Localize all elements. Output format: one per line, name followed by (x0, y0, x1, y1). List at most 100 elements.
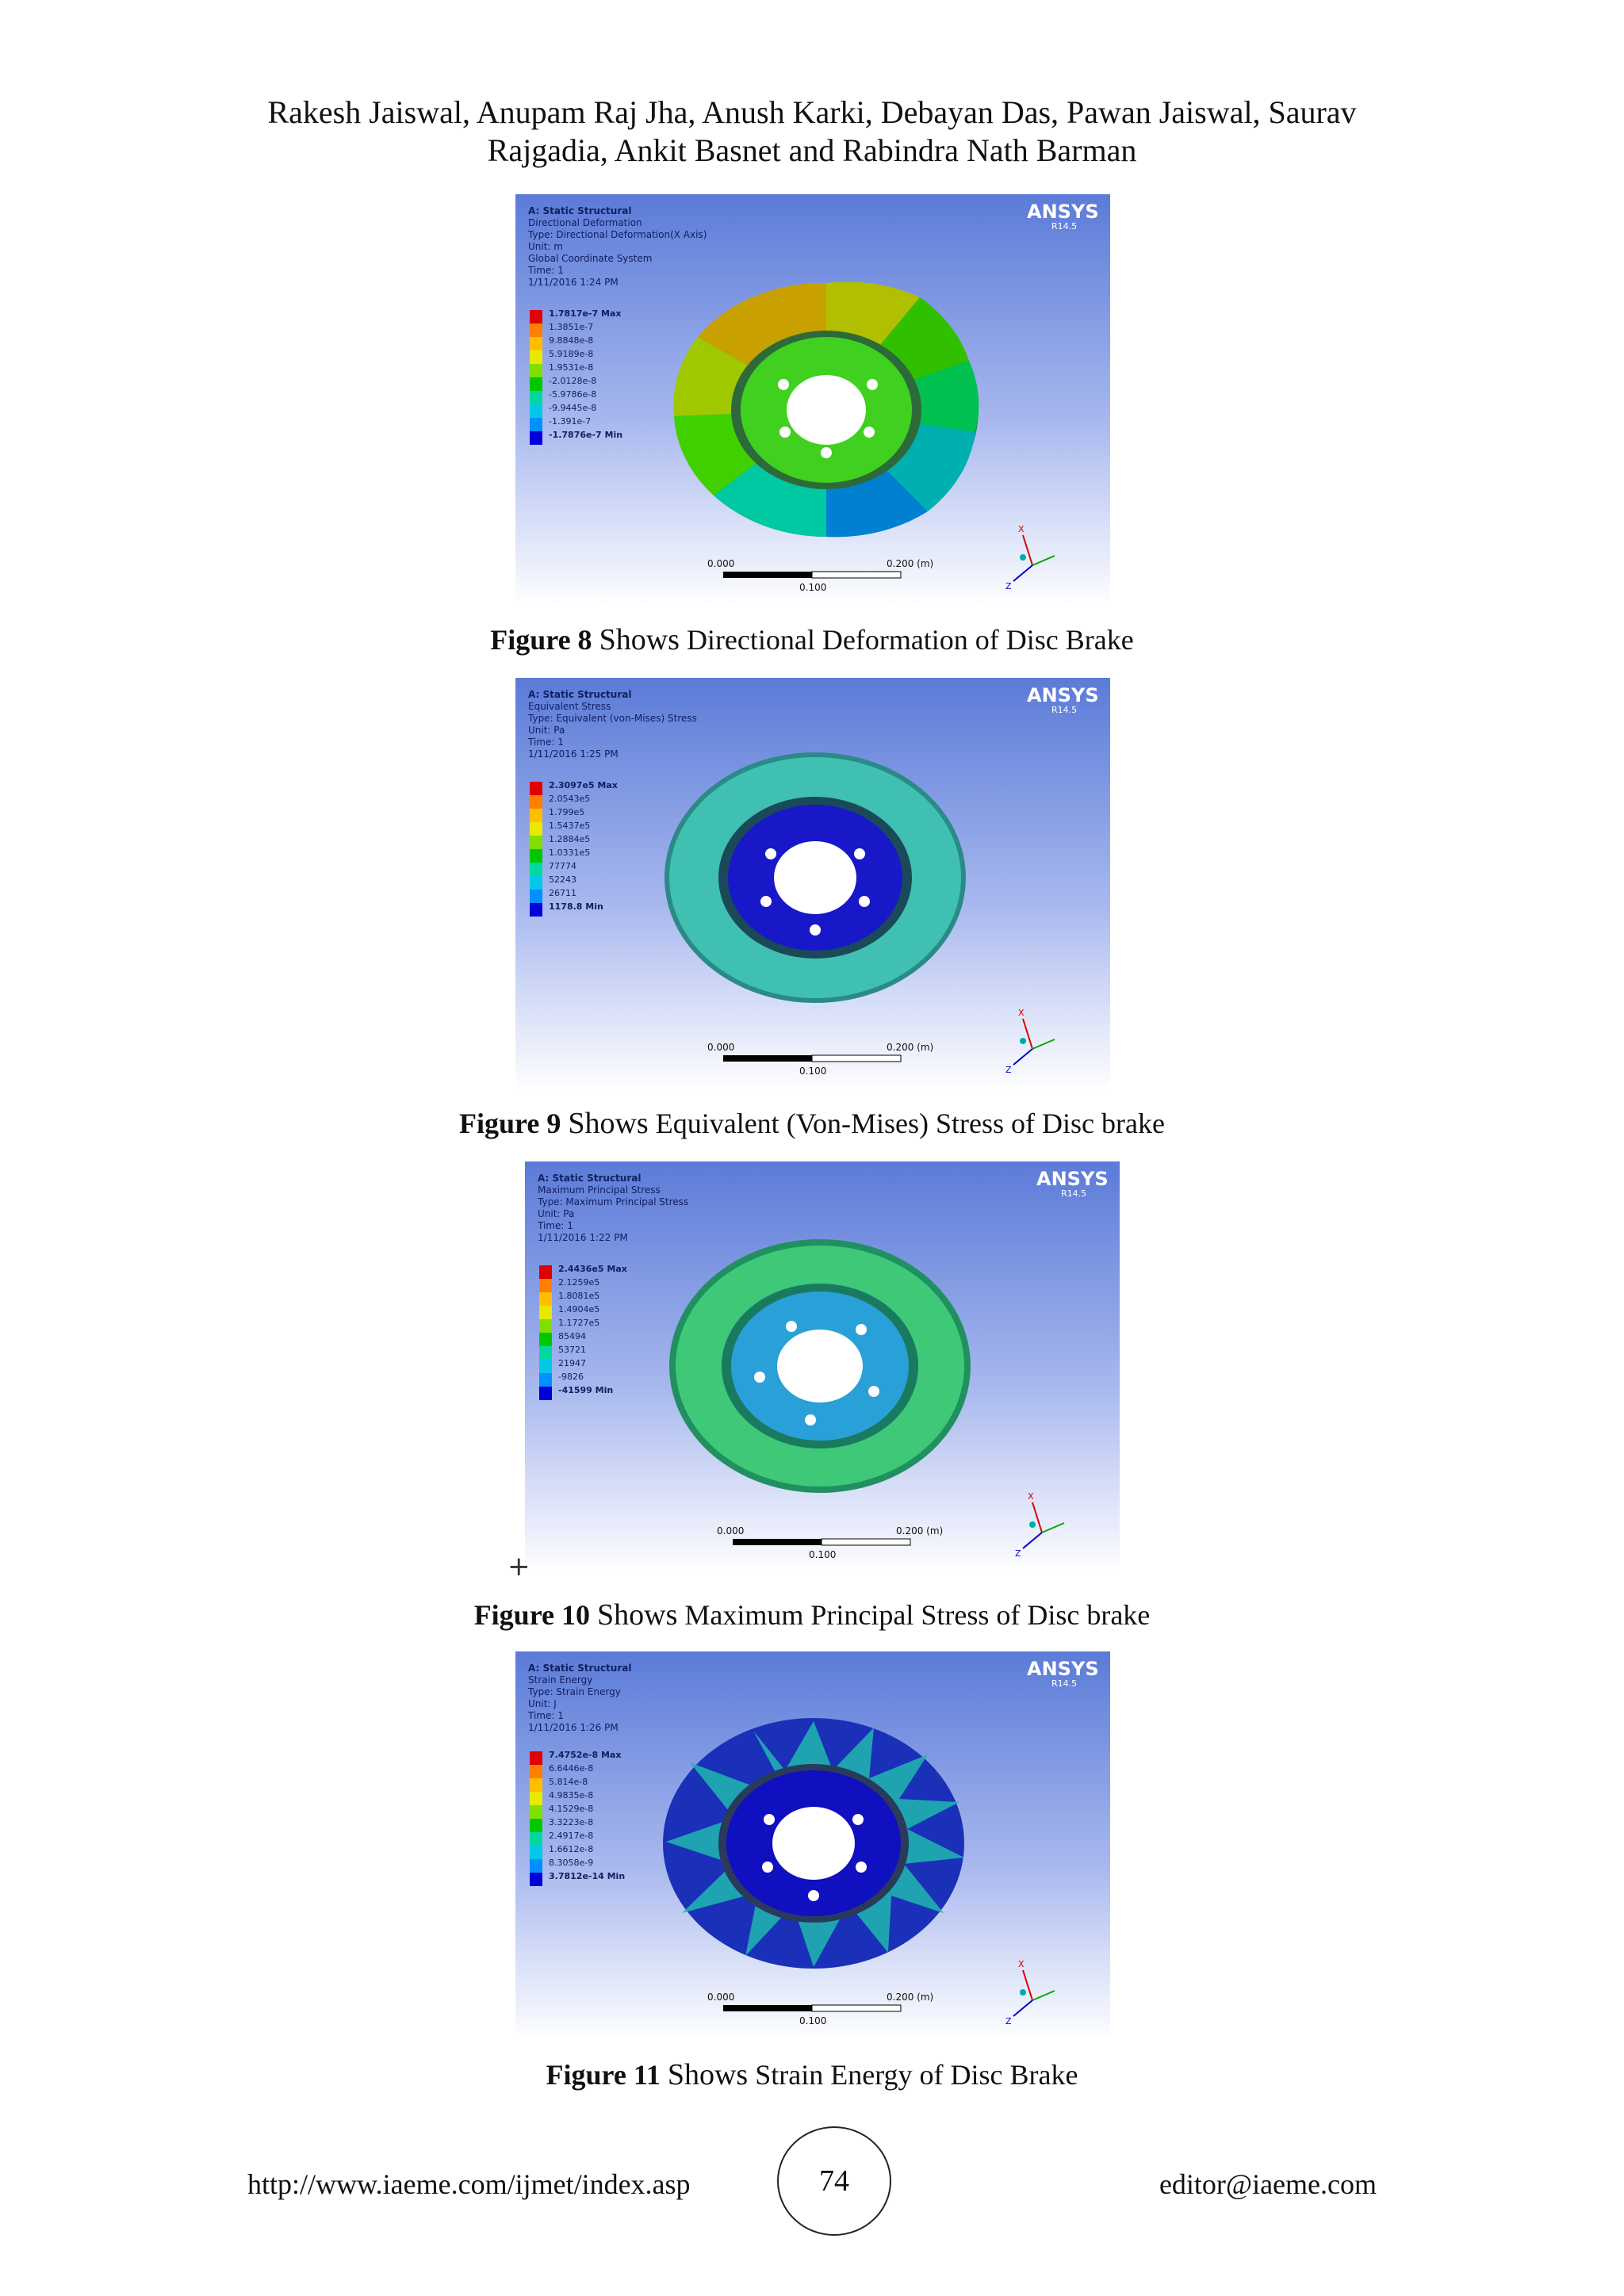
figure-8-image: A: Static Structural Directional Deforma… (515, 194, 1110, 607)
figure-11-info: A: Static Structural Strain Energy Type:… (527, 1663, 631, 1733)
page-number: 74 (777, 2126, 891, 2236)
svg-text:1/11/2016 1:22 PM: 1/11/2016 1:22 PM (538, 1232, 628, 1243)
legend-label: 77774 (549, 861, 576, 871)
axis-triad: X Z (1015, 1491, 1065, 1559)
scale-bar: 0.000 0.200 (m) 0.100 (717, 1525, 943, 1560)
figure-label: Figure 8 (490, 624, 592, 656)
legend-swatch (530, 404, 542, 418)
legend-label: 1.8081e5 (558, 1291, 599, 1301)
legend-swatch (539, 1373, 552, 1387)
legend-label: -9826 (558, 1372, 584, 1382)
caption-verb: Shows (599, 623, 680, 656)
caption-text: Strain Energy of Disc Brake (755, 2059, 1078, 2091)
svg-text:0.200 (m): 0.200 (m) (887, 1042, 933, 1053)
svg-text:0.100: 0.100 (799, 2015, 826, 2026)
legend-label: 3.3223e-8 (549, 1817, 593, 1827)
legend-swatch (530, 364, 542, 377)
figure-11-caption: Figure 11 Shows Strain Energy of Disc Br… (0, 2057, 1624, 2092)
figure-9-info: A: Static Structural Equivalent Stress T… (527, 689, 697, 760)
legend-swatch (539, 1387, 552, 1400)
svg-text:Time: 1: Time: 1 (537, 1220, 573, 1231)
legend-swatch (539, 1333, 552, 1346)
svg-text:Z: Z (1005, 1065, 1012, 1075)
legend-swatch (530, 1778, 542, 1792)
legend-swatch (539, 1279, 552, 1292)
svg-text:X: X (1018, 1959, 1025, 1969)
figure-10-image: A: Static Structural Maximum Principal S… (525, 1161, 1120, 1574)
svg-text:0.100: 0.100 (799, 1066, 826, 1077)
legend-swatch (530, 849, 542, 863)
legend-swatch (530, 822, 542, 836)
axis-triad: X Z (1005, 524, 1055, 591)
legend-swatch (530, 903, 542, 916)
legend-label: 1.3851e-7 (549, 322, 593, 332)
svg-text:Maximum Principal Stress: Maximum Principal Stress (538, 1184, 661, 1196)
legend-label: 2.0543e5 (549, 794, 590, 804)
disc-brake-model (673, 281, 979, 538)
svg-text:Unit: J: Unit: J (528, 1698, 557, 1709)
legend-label: 2.3097e5 Max (549, 780, 618, 790)
legend-label: 2.4917e-8 (549, 1831, 593, 1841)
legend-swatch (539, 1346, 552, 1360)
info-line: Time: 1 (527, 265, 564, 276)
figure-9-image: A: Static Structural Equivalent Stress T… (515, 678, 1110, 1090)
info-line: Type: Directional Deformation(X Axis) (527, 229, 707, 240)
figure-10-info: A: Static Structural Maximum Principal S… (537, 1173, 688, 1243)
svg-text:A: Static Structural: A: Static Structural (528, 689, 631, 700)
info-line: Unit: m (528, 241, 563, 252)
legend-swatch (530, 1873, 542, 1886)
legend-label: 1.6612e-8 (549, 1844, 593, 1854)
legend-swatch (539, 1306, 552, 1319)
svg-text:Time: 1: Time: 1 (527, 1710, 564, 1721)
legend-label: 1.2884e5 (549, 834, 590, 844)
legend-swatch (530, 323, 542, 337)
figure-10-color-legend: 2.4436e5 Max 2.1259e5 1.8081e5 1.4904e5 1.17… (539, 1264, 627, 1400)
legend-label: -9.9445e-8 (549, 403, 596, 413)
ansys-logo: ANSYS (1027, 201, 1099, 223)
caption-verb: Shows (667, 2058, 749, 2091)
legend-swatch (539, 1360, 552, 1373)
svg-text:X: X (1018, 524, 1025, 534)
legend-label: 6.6446e-8 (549, 1763, 593, 1774)
legend-swatch (530, 782, 542, 795)
svg-text:0.100: 0.100 (809, 1549, 836, 1560)
legend-label: 21947 (558, 1358, 586, 1368)
svg-text:Type: Strain Energy: Type: Strain Energy (527, 1686, 621, 1697)
svg-text:0.200 (m): 0.200 (m) (887, 558, 933, 569)
cursor-crosshair-mark: + (508, 1551, 530, 1582)
svg-text:0.100: 0.100 (799, 582, 826, 593)
legend-label: -1.391e-7 (549, 416, 591, 427)
legend-swatch (530, 391, 542, 404)
legend-label: 2.4436e5 Max (558, 1264, 627, 1274)
figure-11-color-legend: 7.4752e-8 Max 6.6446e-8 5.814e-8 4.9835e-8 4… (530, 1750, 625, 1886)
footer-url[interactable]: http://www.iaeme.com/ijmet/index.asp (247, 2168, 691, 2200)
svg-text:Type: Equivalent (von-Mises) S: Type: Equivalent (von-Mises) Stress (527, 713, 697, 724)
svg-text:A: Static Structural: A: Static Structural (538, 1173, 641, 1184)
ansys-logo: ANSYS (1036, 1168, 1109, 1190)
svg-text:0.000: 0.000 (707, 558, 734, 569)
ansys-version: R14.5 (1051, 705, 1077, 715)
legend-label: 1.5437e5 (549, 821, 590, 831)
legend-label: 1178.8 Min (549, 901, 603, 912)
legend-swatch (530, 863, 542, 876)
legend-label: 26711 (549, 888, 576, 898)
ansys-logo: ANSYS (1027, 1658, 1099, 1680)
legend-label: 7.4752e-8 Max (549, 1750, 621, 1760)
info-line: Global Coordinate System (528, 253, 652, 264)
figure-9-color-legend: 2.3097e5 Max 2.0543e5 1.799e5 1.5437e5 1.288… (530, 780, 618, 916)
footer-email[interactable]: editor@iaeme.com (1159, 2168, 1377, 2200)
legend-swatch (530, 377, 542, 391)
legend-label: 4.1529e-8 (549, 1804, 593, 1814)
svg-text:Unit: Pa: Unit: Pa (528, 725, 565, 736)
legend-swatch (530, 350, 542, 364)
legend-swatch (530, 809, 542, 822)
svg-text:Z: Z (1015, 1548, 1021, 1559)
axis-triad: X Z (1005, 1959, 1055, 2026)
figure-label: Figure 10 (473, 1599, 591, 1631)
ansys-version: R14.5 (1061, 1188, 1086, 1199)
info-line: Directional Deformation (528, 217, 642, 228)
author-line-1: Rakesh Jaiswal, Anupam Raj Jha, Anush Ka… (267, 94, 1357, 130)
svg-text:Z: Z (1005, 581, 1012, 591)
svg-text:Time: 1: Time: 1 (527, 737, 564, 748)
disc-brake-model (665, 752, 966, 1003)
